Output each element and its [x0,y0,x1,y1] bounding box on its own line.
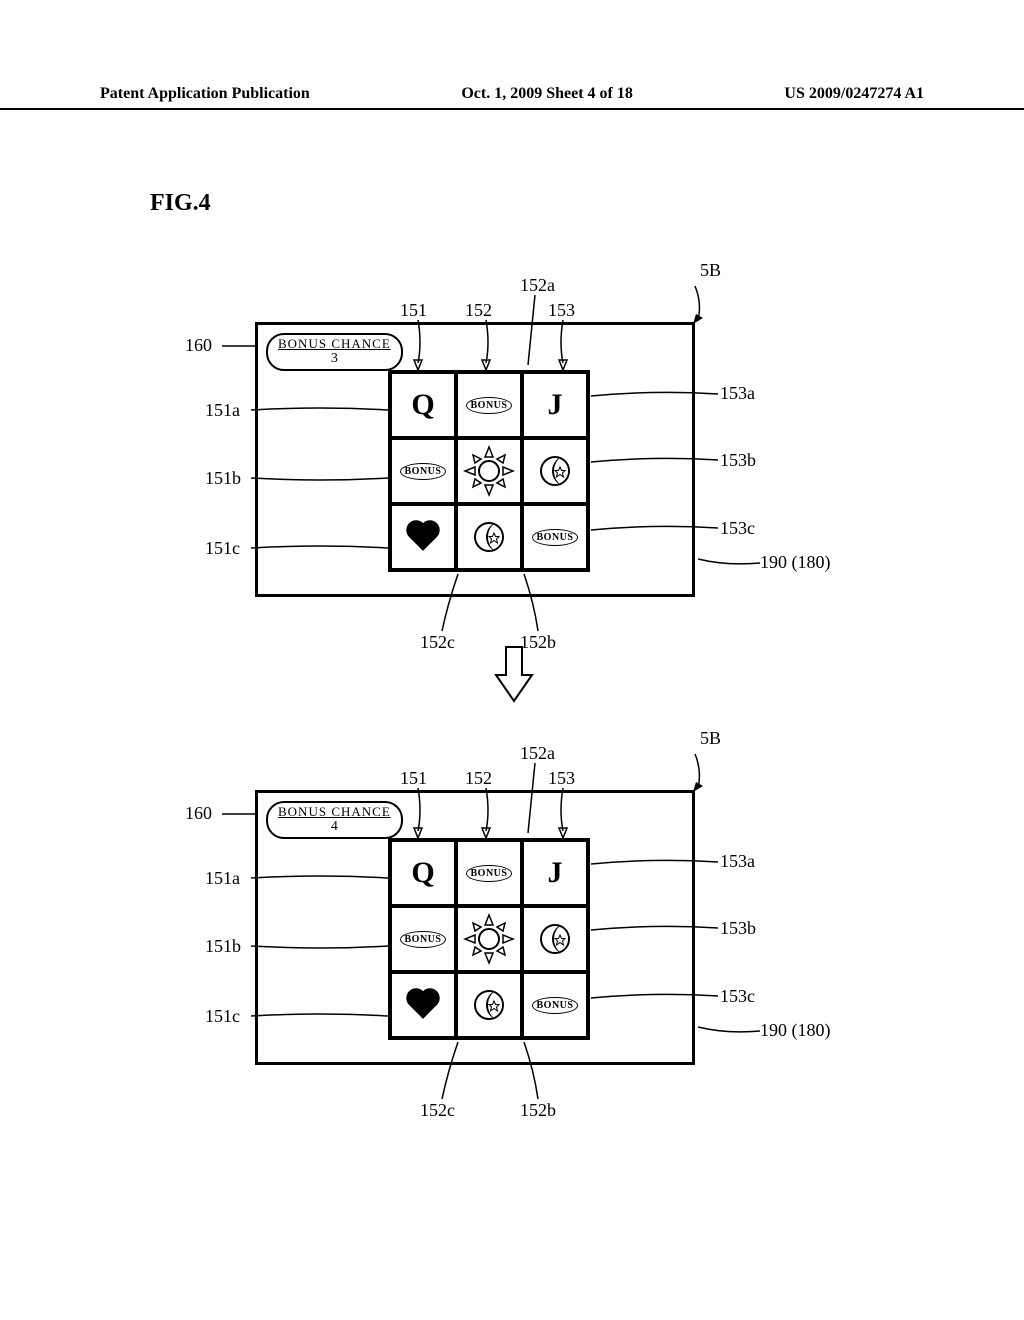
ref-151b-2: 151b [205,936,241,957]
ref-153: 153 [548,300,575,321]
header-left: Patent Application Publication [100,85,310,103]
bonus-chance-box: BONUS CHANCE 3 [266,333,403,371]
ref-153b: 153b [720,450,756,471]
bonus-chance-label: BONUS CHANCE [278,337,391,351]
cell-153c: BONUS [522,504,588,570]
ref-151: 151 [400,300,427,321]
ref-160: 160 [185,335,212,356]
arrow-down-icon [494,645,534,703]
sun-rays-icon [462,444,516,498]
cell-152c [456,504,522,570]
reel-grid: Q BONUS J BONUS [388,370,590,572]
figure-label: FIG.4 [150,190,211,217]
cell-152a: BONUS [456,372,522,438]
ref-160-2: 160 [185,803,212,824]
header-center: Oct. 1, 2009 Sheet 4 of 18 [461,85,633,103]
ref-152c: 152c [420,632,455,653]
ref-152a: 152a [520,275,555,296]
reel-grid: Q BONUS J BONUS [388,838,590,1040]
ref-153a-2: 153a [720,851,755,872]
cell-152a: BONUS [456,840,522,906]
ref-151b: 151b [205,468,241,489]
ref-151-2: 151 [400,768,427,789]
ref-152: 152 [465,300,492,321]
bonus-chance-label: BONUS CHANCE [278,805,391,819]
cell-152b [456,438,522,504]
ref-5B-2: 5B [700,728,721,749]
moon-icon [540,924,570,954]
header-right: US 2009/0247274 A1 [784,85,924,103]
cell-152c [456,972,522,1038]
ref-152b-2: 152b [520,1100,556,1121]
ref-190-2: 190 (180) [760,1020,831,1041]
screen-upper: BONUS CHANCE 3 Q BONUS J BONUS [255,322,695,597]
moon-icon [540,456,570,486]
ref-190: 190 (180) [760,552,831,573]
screen-lower: BONUS CHANCE 4 Q BONUS J BONUS [255,790,695,1065]
cell-151a: Q [390,372,456,438]
ref-153c-2: 153c [720,986,755,1007]
ref-152a-2: 152a [520,743,555,764]
cell-153b [522,906,588,972]
ref-151a-2: 151a [205,868,240,889]
cell-153b [522,438,588,504]
ref-151c-2: 151c [205,1006,240,1027]
ref-153a: 153a [720,383,755,404]
bonus-chance-count: 4 [278,819,391,834]
cell-151c [390,504,456,570]
ref-153-2: 153 [548,768,575,789]
cell-153a: J [522,372,588,438]
cell-153a: J [522,840,588,906]
leader-5B [690,278,720,328]
ref-151a: 151a [205,400,240,421]
ref-151c: 151c [205,538,240,559]
cell-151c [390,972,456,1038]
moon-icon [474,990,504,1020]
heart-icon [413,995,433,1015]
ref-152c-2: 152c [420,1100,455,1121]
cell-151b: BONUS [390,438,456,504]
cell-151b: BONUS [390,906,456,972]
ref-153b-2: 153b [720,918,756,939]
moon-icon [474,522,504,552]
ref-5B: 5B [700,260,721,281]
cell-152b [456,906,522,972]
ref-152-2: 152 [465,768,492,789]
bonus-chance-count: 3 [278,351,391,366]
sun-rays-icon [462,912,516,966]
bonus-chance-box: BONUS CHANCE 4 [266,801,403,839]
heart-icon [413,527,433,547]
ref-153c: 153c [720,518,755,539]
cell-151a: Q [390,840,456,906]
cell-153c: BONUS [522,972,588,1038]
